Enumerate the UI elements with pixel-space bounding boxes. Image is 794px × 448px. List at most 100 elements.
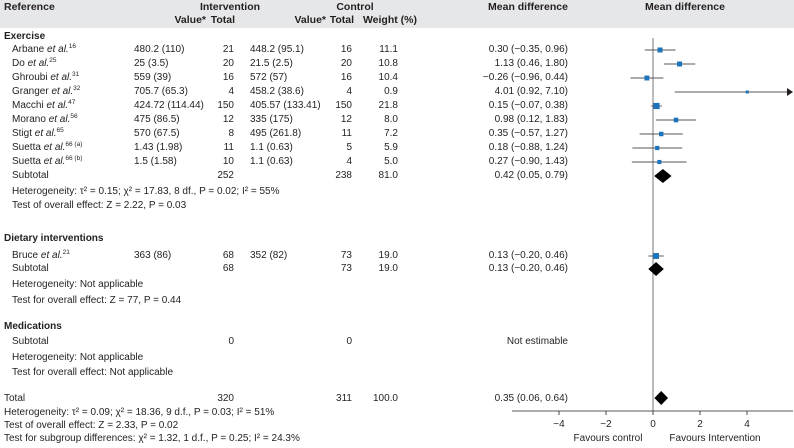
study-name: Bruce et al.21 xyxy=(12,249,70,261)
mean-difference: 0.27 (−0.90, 1.43) xyxy=(488,156,568,167)
control-total: 4 xyxy=(346,86,352,97)
weight: 8.0 xyxy=(384,114,398,125)
study-name: Arbane et al.16 xyxy=(12,43,76,55)
weight: 5.0 xyxy=(384,156,398,167)
study-name: Morano et al.56 xyxy=(12,113,78,125)
mean-difference: 4.01 (0.92, 7.10) xyxy=(494,86,568,97)
subtotal-label: Subtotal xyxy=(12,336,49,347)
intervention-value: 1.5 (1.58) xyxy=(134,156,177,167)
col-header-c-total: Total xyxy=(329,14,354,26)
control-value: 448.2 (95.1) xyxy=(250,44,304,55)
col-header-mean-difference: Mean difference xyxy=(488,1,568,13)
intervention-total: 21 xyxy=(222,44,234,55)
point-estimate xyxy=(657,47,663,53)
control-total: 20 xyxy=(340,58,352,69)
weight: 5.9 xyxy=(384,142,398,153)
header-band xyxy=(0,0,794,28)
study-name: Macchi et al.47 xyxy=(12,99,76,111)
col-header-i-value: Value* xyxy=(174,14,206,26)
intervention-value: 570 (67.5) xyxy=(134,128,180,139)
x-axis-tick-label: −2 xyxy=(600,419,612,430)
intervention-value: 25 (3.5) xyxy=(134,58,169,69)
point-estimate xyxy=(677,61,683,67)
ci-overflow-arrow xyxy=(787,88,793,96)
col-header-c-value: Value* xyxy=(294,14,326,26)
x-axis-tick-label: 0 xyxy=(650,419,656,430)
intervention-value: 480.2 (110) xyxy=(134,44,185,55)
point-estimate xyxy=(655,145,660,151)
weight: 10.8 xyxy=(378,58,398,69)
mean-difference: 0.30 (−0.35, 0.96) xyxy=(488,44,568,55)
total-md: 0.35 (0.06, 0.64) xyxy=(494,393,568,404)
control-value: 1.1 (0.63) xyxy=(250,142,293,153)
subtotal-c-total: 73 xyxy=(340,263,352,274)
control-value: 352 (82) xyxy=(250,250,288,261)
intervention-total: 150 xyxy=(217,100,234,111)
weight: 10.4 xyxy=(378,72,398,83)
weight: 11.1 xyxy=(379,44,398,55)
intervention-total: 20 xyxy=(222,58,234,69)
total-weight: 100.0 xyxy=(372,393,398,404)
subtotal-c-total: 0 xyxy=(346,336,352,347)
x-axis-tick-label: 2 xyxy=(697,419,703,430)
group-title-medications: Medications xyxy=(4,321,62,332)
favours-control-label: Favours control xyxy=(573,433,643,444)
subtotal-label: Subtotal xyxy=(12,263,49,274)
x-axis-tick-label: −4 xyxy=(553,419,565,430)
intervention-value: 424.72 (114.44) xyxy=(134,100,204,111)
control-total: 150 xyxy=(335,100,352,111)
intervention-value: 363 (86) xyxy=(134,250,172,261)
intervention-total: 16 xyxy=(222,72,234,83)
control-value: 1.1 (0.63) xyxy=(250,156,293,167)
study-name: Stigt et al.65 xyxy=(12,127,64,139)
point-estimate xyxy=(658,131,664,137)
point-estimate xyxy=(657,159,662,165)
intervention-total: 4 xyxy=(228,86,234,97)
control-value: 21.5 (2.5) xyxy=(250,58,293,69)
plot-header-mean-difference: Mean difference xyxy=(645,1,725,13)
intervention-total: 12 xyxy=(222,114,234,125)
intervention-total: 10 xyxy=(222,156,234,167)
point-estimate xyxy=(653,102,660,110)
group-title-exercise: Exercise xyxy=(4,31,46,42)
footer-heterogeneity: Heterogeneity: τ² = 0.09; χ² = 18.36, 9 … xyxy=(4,407,275,418)
control-total: 16 xyxy=(340,44,352,55)
summary-diamond xyxy=(648,262,664,276)
control-total: 4 xyxy=(346,156,352,167)
x-axis-tick-label: 4 xyxy=(744,419,750,430)
control-value: 405.57 (133.41) xyxy=(250,100,321,111)
group-title-dietary: Dietary interventions xyxy=(4,233,104,244)
col-header-reference: Reference xyxy=(4,1,55,13)
control-total: 73 xyxy=(340,250,352,261)
mean-difference: 0.13 (−0.20, 0.46) xyxy=(488,250,568,261)
study-name: Granger et al.32 xyxy=(12,85,81,97)
point-estimate xyxy=(745,90,749,94)
control-total: 16 xyxy=(340,72,352,83)
total-label: Total xyxy=(4,393,26,404)
subtotal-i-total: 252 xyxy=(217,170,234,181)
mean-difference: 1.13 (0.46, 1.80) xyxy=(494,58,568,69)
control-total: 5 xyxy=(346,142,352,153)
subtotal-i-total: 68 xyxy=(222,263,234,274)
control-total: 12 xyxy=(340,114,352,125)
heterogeneity-text: Heterogeneity: Not applicable xyxy=(12,352,144,363)
mean-difference: 0.98 (0.12, 1.83) xyxy=(494,114,568,125)
subtotal-weight: 81.0 xyxy=(378,170,398,181)
study-name: Suetta et al.66 (a) xyxy=(12,141,83,153)
favours-intervention-label: Favours Intervention xyxy=(669,433,761,444)
mean-difference: 0.18 (−0.88, 1.24) xyxy=(488,142,568,153)
weight: 21.8 xyxy=(378,100,398,111)
control-value: 572 (57) xyxy=(250,72,288,83)
intervention-total: 8 xyxy=(228,128,234,139)
control-value: 335 (175) xyxy=(250,114,293,125)
heterogeneity-text: Heterogeneity: τ² = 0.15; χ² = 17.83, 8 … xyxy=(12,186,280,197)
subtotal-md: 0.42 (0.05, 0.79) xyxy=(494,170,568,181)
mean-difference: 0.15 (−0.07, 0.38) xyxy=(488,100,568,111)
subtotal-weight: 19.0 xyxy=(378,263,398,274)
intervention-total: 11 xyxy=(223,142,234,153)
study-name: Suetta et al.66 (b) xyxy=(12,155,83,167)
subtotal-c-total: 238 xyxy=(335,170,352,181)
subtotal-md: Not estimable xyxy=(506,336,568,347)
intervention-value: 559 (39) xyxy=(134,72,172,83)
